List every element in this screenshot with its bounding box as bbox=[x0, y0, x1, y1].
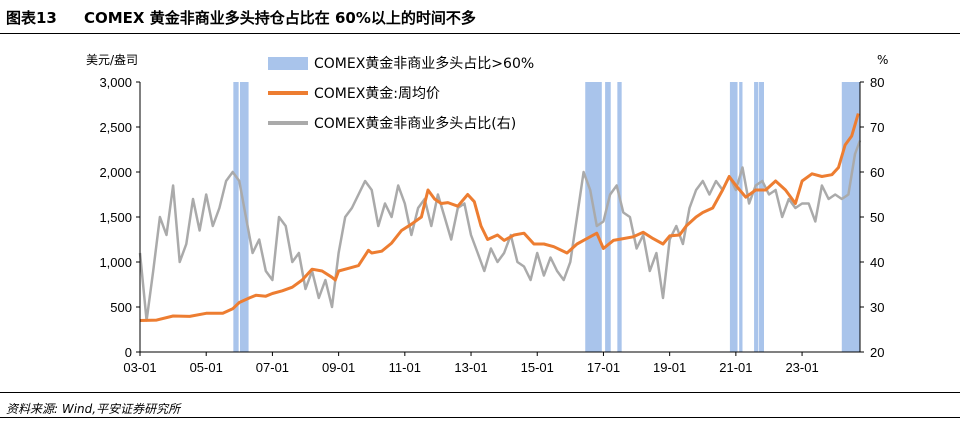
right-tick-label: 80 bbox=[870, 75, 884, 90]
left-tick-label: 500 bbox=[110, 300, 132, 315]
shade-period bbox=[759, 82, 764, 352]
figure-title: COMEX 黄金非商业多头持仓占比在 60%以上的时间不多 bbox=[84, 9, 476, 27]
left-tick-label: 1,500 bbox=[99, 210, 132, 225]
x-tick-label: 21-01 bbox=[719, 360, 752, 375]
right-tick-label: 20 bbox=[870, 345, 884, 360]
right-axis-ticks: 20 30 40 50 60 70 80 bbox=[860, 75, 884, 360]
right-tick-label: 60 bbox=[870, 165, 884, 180]
legend-label-shade: COMEX黄金非商业多头占比>60% bbox=[314, 55, 534, 72]
x-tick-label: 19-01 bbox=[653, 360, 686, 375]
x-tick-label: 07-01 bbox=[256, 360, 289, 375]
shade-period bbox=[233, 82, 239, 352]
x-tick-label: 05-01 bbox=[190, 360, 223, 375]
left-tick-label: 3,000 bbox=[99, 75, 132, 90]
right-axis-unit: % bbox=[877, 53, 888, 67]
figure-label: 图表13 bbox=[6, 9, 57, 27]
left-tick-label: 2,000 bbox=[99, 165, 132, 180]
x-axis-ticks: 03-01 05-01 07-01 09-01 11-01 13-01 15-01 17-01… bbox=[123, 352, 819, 375]
left-tick-label: 0 bbox=[125, 345, 132, 360]
legend-label-ratio: COMEX黄金非商业多头占比(右) bbox=[314, 115, 516, 132]
gold-chart: 0 500 1,000 1,500 2,000 2,500 3,000 20 30 40 50 60… bbox=[86, 53, 888, 375]
shade-period bbox=[739, 82, 743, 352]
right-tick-label: 30 bbox=[870, 300, 884, 315]
shade-period bbox=[605, 82, 611, 352]
legend: COMEX黄金非商业多头占比>60% COMEX黄金:周均价 COMEX黄金非商… bbox=[268, 55, 534, 132]
series-line-long-ratio bbox=[138, 140, 862, 322]
shade-period bbox=[841, 82, 860, 352]
shade-period bbox=[729, 82, 738, 352]
left-axis-ticks: 0 500 1,000 1,500 2,000 2,500 3,000 bbox=[99, 75, 140, 360]
x-tick-label: 23-01 bbox=[785, 360, 818, 375]
left-tick-label: 1,000 bbox=[99, 255, 132, 270]
legend-swatch-shade bbox=[268, 57, 308, 70]
shade-period bbox=[617, 82, 622, 352]
right-tick-label: 70 bbox=[870, 120, 884, 135]
right-tick-label: 50 bbox=[870, 210, 884, 225]
source-note: 资料来源: Wind,平安证券研究所 bbox=[6, 402, 181, 416]
right-tick-label: 40 bbox=[870, 255, 884, 270]
legend-label-gold: COMEX黄金:周均价 bbox=[314, 85, 440, 102]
x-tick-label: 15-01 bbox=[521, 360, 554, 375]
left-tick-label: 2,500 bbox=[99, 120, 132, 135]
series-line-gold-price bbox=[139, 113, 860, 322]
figure-header: 图表13 COMEX 黄金非商业多头持仓占比在 60%以上的时间不多 bbox=[0, 0, 960, 34]
footer-divider bbox=[0, 392, 960, 393]
x-tick-label: 11-01 bbox=[389, 360, 421, 375]
footer-bottom-rule bbox=[0, 417, 960, 418]
x-tick-label: 13-01 bbox=[454, 360, 487, 375]
shade-period bbox=[585, 82, 602, 352]
x-tick-label: 09-01 bbox=[322, 360, 355, 375]
shade-period bbox=[754, 82, 759, 352]
x-tick-label: 03-01 bbox=[123, 360, 156, 375]
x-tick-label: 17-01 bbox=[587, 360, 620, 375]
series-lines bbox=[138, 113, 862, 322]
shade-period bbox=[239, 82, 249, 352]
left-axis-unit: 美元/盎司 bbox=[86, 53, 138, 67]
